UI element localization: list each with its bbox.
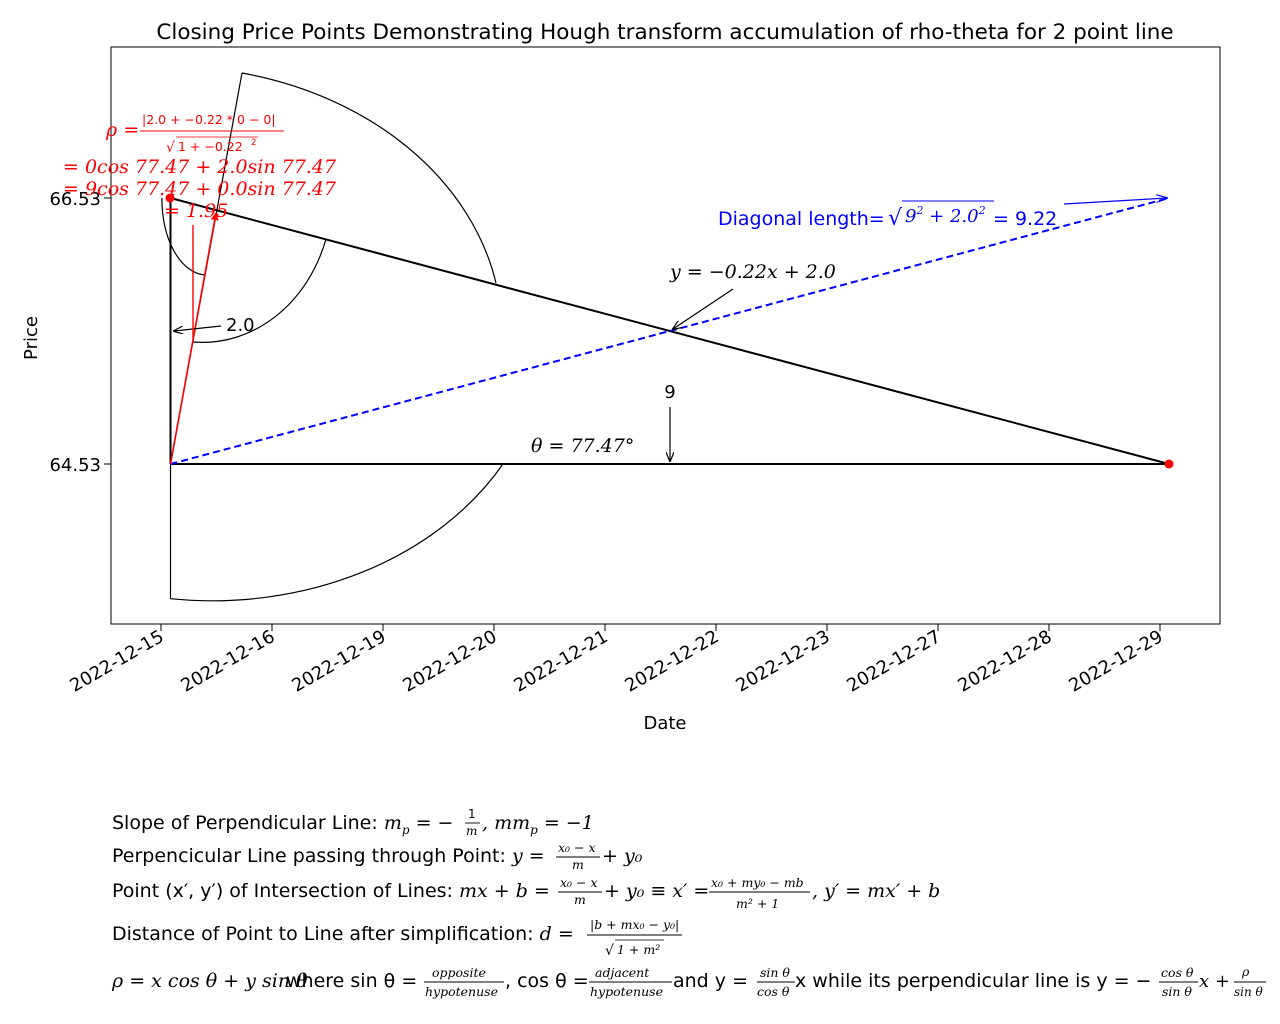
diagonal-line: [170, 197, 1170, 465]
note-distance-num: |b + mx₀ − y₀|: [590, 917, 679, 932]
note-distance-prefix: Distance of Point to Line after simplifi…: [112, 923, 540, 945]
formula-notes: Slope of Perpendicular Line: mp = − 1 m …: [111, 807, 1266, 999]
height-arrow: [174, 325, 222, 331]
note-rho-num2: adjacent: [595, 965, 650, 980]
note-slope-tail: , mmp = −1: [482, 812, 594, 837]
hypotenuse-line: [170, 197, 1170, 465]
note-rho-mid1: where sin θ =: [286, 970, 417, 992]
note-intersect-den1: m: [574, 892, 586, 907]
note-rho-den2: hypotenuse: [590, 984, 663, 999]
rho-denominator: 1 + −0.22: [178, 139, 243, 154]
diagonal-label-prefix: Diagonal length=: [718, 208, 885, 230]
note-slope-frac-num: 1: [468, 807, 476, 821]
note-intersect-num2: x₀ + my₀ − mb: [711, 875, 804, 890]
note-intersect-eq3: , y′ = mx′ + b: [812, 880, 940, 902]
note-rho-mid5: x +: [1199, 971, 1230, 992]
note-rho-mid2: , cos θ =: [505, 970, 589, 992]
diagonal-sqrt-body: 92 + 2.02: [905, 204, 986, 227]
note-rho-num4: cos θ: [1161, 965, 1194, 980]
hough-arc-top: [241, 72, 497, 284]
note-perp-eq2: + y₀: [602, 845, 643, 867]
rho-line-2: = 9cos 77.47 + 0.0sin 77.47: [63, 178, 337, 200]
x-tick-label: 2022-12-15: [66, 626, 167, 696]
angle-arc-small: [161, 197, 206, 276]
hough-arc-outer: [170, 463, 504, 602]
x-axis-ticks: 2022-12-15 2022-12-16 2022-12-19 2022-12-20…: [66, 624, 1167, 697]
note-rho-eq: ρ = x cos θ + y sin θ: [111, 970, 308, 992]
x-tick-label: 2022-12-16: [177, 626, 278, 696]
diagonal-arrow: [1063, 198, 1167, 205]
note-distance-eq1: d =: [540, 923, 574, 945]
note-rho-num3: sin θ: [760, 965, 790, 980]
note-intersect-den2: m² + 1: [736, 896, 779, 911]
y-axis-label: Price: [21, 316, 42, 360]
note-slope: Slope of Perpendicular Line: mp = −: [112, 812, 453, 837]
theta-label: θ = 77.47°: [531, 435, 634, 457]
chart-title: Closing Price Points Demonstrating Hough…: [156, 20, 1173, 45]
x-tick-label: 2022-12-21: [510, 626, 611, 696]
x-axis-label: Date: [643, 713, 686, 734]
x-tick-label: 2022-12-29: [1065, 626, 1166, 696]
rho-segment: [169, 212, 219, 465]
note-rho-den3: cos θ: [757, 984, 790, 999]
note-intersect-eq1: mx + b =: [459, 880, 550, 902]
rho-line-3: = 1.95: [164, 200, 228, 222]
data-point-1: [165, 193, 175, 203]
rho-numerator: |2.0 + −0.22 * 0 − 0|: [142, 112, 276, 127]
height-label: 2.0: [226, 315, 255, 336]
x-tick-label: 2022-12-22: [621, 626, 722, 696]
y-tick-label: 66.53: [49, 189, 101, 210]
rho-label: ρ = |2.0 + −0.22 * 0 − 0| √ 1 + −0.22 2 …: [63, 112, 337, 222]
note-rho-den1: hypotenuse: [425, 984, 498, 999]
note-intersect-num1: x₀ − x: [560, 875, 598, 890]
x-tick-label: 2022-12-20: [399, 626, 500, 696]
rho-prefix: ρ =: [105, 119, 139, 141]
plot-area: [110, 46, 1221, 625]
note-slope-m: m: [384, 812, 402, 834]
y-axis-ticks: 66.53 64.53: [49, 189, 111, 476]
note-intersect-prefix: Point (x′, y′) of Intersection of Lines:: [112, 880, 459, 902]
width-label: 9: [664, 382, 675, 403]
x-tick-label: 2022-12-27: [843, 626, 944, 696]
note-rho-den4: sin θ: [1162, 984, 1192, 999]
note-perp-prefix: Perpencicular Line passing through Point…: [112, 845, 512, 867]
data-point-2: [1164, 459, 1174, 469]
y-tick-label: 64.53: [49, 455, 101, 476]
x-tick-label: 2022-12-19: [288, 626, 389, 696]
line-eq-arrow: [673, 288, 734, 329]
line-equation: y = −0.22x + 2.0: [669, 261, 836, 283]
note-perp-eq1: y =: [511, 845, 545, 867]
rho-line-1: = 0cos 77.47 + 2.0sin 77.47: [63, 156, 337, 178]
note-slope-frac-den: m: [466, 824, 477, 838]
diagonal-sqrt: √: [888, 206, 903, 231]
note-intersect-eq2: + y₀ ≡ x′ =: [604, 880, 709, 902]
note-slope-prefix: Slope of Perpendicular Line:: [112, 812, 384, 834]
rho-sqrt: √: [166, 140, 175, 156]
data-points: [165, 193, 1174, 469]
note-perp: Perpencicular Line passing through Point…: [112, 845, 545, 867]
note-rho-mid4: x while its perpendicular line is y = −: [795, 970, 1151, 992]
note-perp-den: m: [572, 857, 584, 872]
angle-arc-medium: [192, 238, 327, 343]
plot-geometry: [161, 72, 1174, 602]
note-rho-num5: ρ: [1241, 964, 1250, 979]
x-tick-label: 2022-12-28: [954, 626, 1055, 696]
x-tick-label: 2022-12-23: [732, 626, 833, 696]
note-intersect: Point (x′, y′) of Intersection of Lines:…: [112, 880, 550, 902]
note-rho-den5: sin θ: [1234, 985, 1264, 999]
diagonal-label-value: = 9.22: [993, 208, 1057, 230]
diagonal-label: Diagonal length= √ 92 + 2.02 = 9.22: [718, 200, 1057, 231]
note-distance-den: 1 + m²: [617, 942, 660, 957]
note-rho-num1: opposite: [432, 965, 486, 980]
note-slope-eq: = −: [410, 812, 454, 834]
note-distance: Distance of Point to Line after simplifi…: [112, 923, 574, 945]
note-rho-mid3: and y =: [673, 970, 748, 992]
note-perp-num: x₀ − x: [558, 840, 596, 855]
rho-den-exp: 2: [251, 138, 256, 148]
note-distance-sqrt: √: [605, 943, 614, 959]
note-slope-sub-p: p: [402, 823, 410, 837]
